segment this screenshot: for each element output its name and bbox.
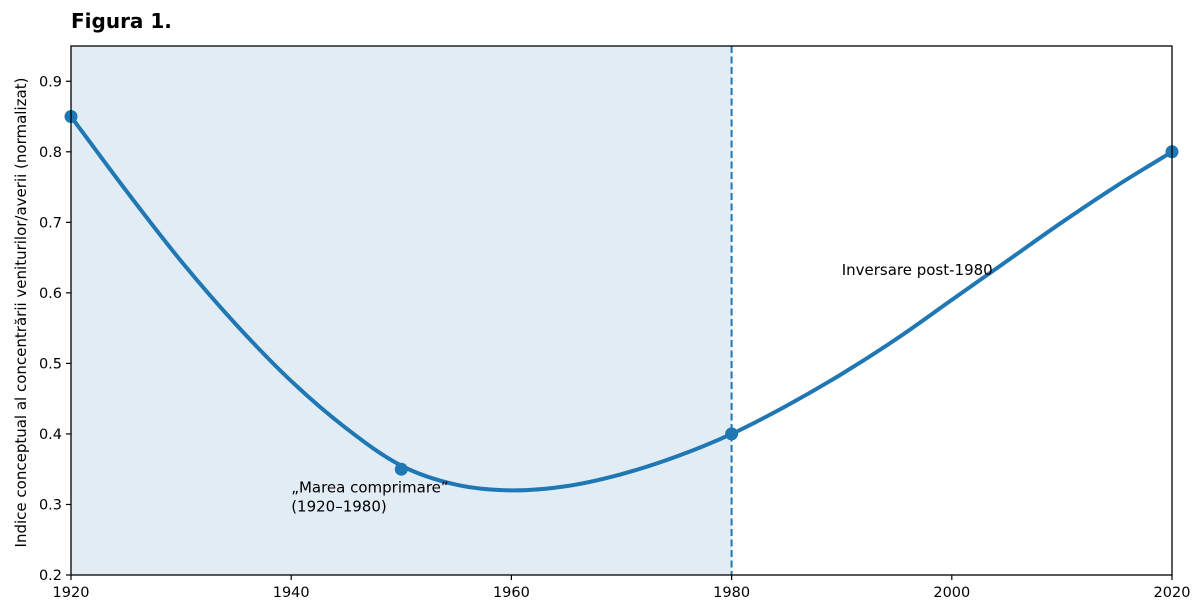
figure-title: Figura 1.	[71, 9, 172, 33]
y-tick-label: 0.7	[39, 215, 62, 231]
data-point	[394, 462, 408, 476]
x-tick-label: 2020	[1154, 585, 1191, 601]
y-tick-label: 0.9	[39, 74, 62, 90]
y-axis-label: Indice conceptual al concentrării venitu…	[12, 78, 30, 548]
annotation-text: Inversare post-1980	[842, 261, 993, 279]
plot-frame	[70, 45, 1173, 576]
x-tick-label: 2000	[933, 585, 970, 601]
x-tick-label: 1940	[273, 585, 310, 601]
annotation-text: (1920–1980)	[291, 498, 387, 516]
y-tick-label: 0.6	[39, 286, 62, 302]
y-tick-label: 0.4	[39, 427, 62, 443]
y-tick-label: 0.2	[39, 568, 62, 584]
y-tick-label: 0.3	[39, 497, 62, 513]
y-tick-label: 0.5	[39, 356, 62, 372]
series-line	[69, 114, 1174, 493]
shaded-region	[71, 46, 732, 575]
annotation-text: „Marea comprimare”	[291, 479, 448, 497]
x-tick-label: 1920	[53, 585, 90, 601]
x-tick-label: 1960	[493, 585, 530, 601]
y-tick-label: 0.8	[39, 145, 62, 161]
x-tick-label: 1980	[713, 585, 750, 601]
data-point	[725, 427, 739, 441]
